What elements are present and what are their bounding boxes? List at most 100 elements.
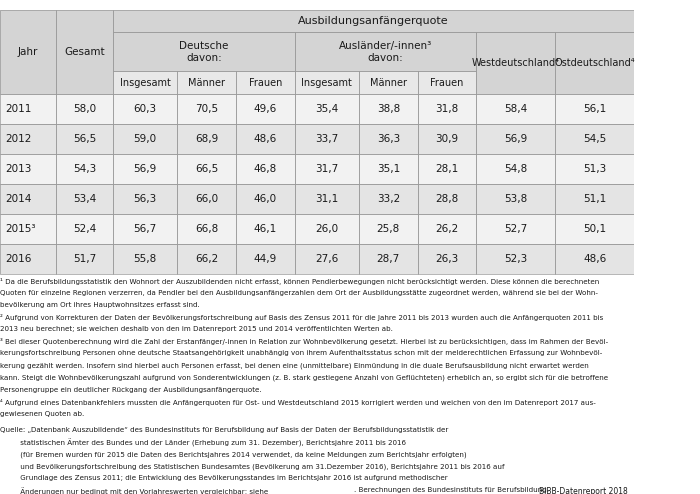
- Bar: [295, 184, 359, 214]
- Text: 2014: 2014: [5, 194, 32, 204]
- Text: statistischen Ämter des Bundes und der Länder (Erhebung zum 31. Dezember), Beric: statistischen Ämter des Bundes und der L…: [0, 439, 406, 447]
- Bar: [295, 124, 359, 154]
- Bar: [295, 32, 477, 71]
- Bar: [555, 184, 634, 214]
- Text: Deutsche
davon:: Deutsche davon:: [179, 41, 228, 63]
- Bar: [113, 124, 177, 154]
- Text: 46,1: 46,1: [253, 224, 277, 234]
- Bar: [418, 71, 477, 94]
- Text: 49,6: 49,6: [253, 104, 277, 114]
- Text: 52,7: 52,7: [504, 224, 528, 234]
- Bar: [359, 154, 418, 184]
- Text: Grundlage des Zensus 2011; die Entwicklung des Bevölkerungsstandes im Berichtsja: Grundlage des Zensus 2011; die Entwicklu…: [0, 475, 448, 481]
- Bar: [295, 71, 359, 94]
- Text: ² Aufgrund von Korrekturen der Daten der Bevölkerungsfortschreibung auf Basis de: ² Aufgrund von Korrekturen der Daten der…: [0, 314, 603, 321]
- Bar: [0, 154, 57, 184]
- Text: 33,2: 33,2: [377, 194, 400, 204]
- Bar: [477, 32, 555, 94]
- Text: 59,0: 59,0: [134, 134, 157, 144]
- Bar: [359, 214, 418, 244]
- Bar: [359, 124, 418, 154]
- Bar: [0, 94, 57, 124]
- Text: ³ Bei dieser Quotenberechnung wird die Zahl der Erstanfänger/-innen in Relation : ³ Bei dieser Quotenberechnung wird die Z…: [0, 338, 608, 345]
- Bar: [177, 244, 236, 274]
- Bar: [113, 32, 295, 71]
- Bar: [295, 154, 359, 184]
- Bar: [57, 184, 113, 214]
- Bar: [236, 214, 295, 244]
- Bar: [359, 244, 418, 274]
- Text: ¹ Da die Berufsbildungsstatistik den Wohnort der Auszubildenden nicht erfasst, k: ¹ Da die Berufsbildungsstatistik den Woh…: [0, 278, 599, 285]
- Bar: [57, 9, 113, 94]
- Text: 28,7: 28,7: [377, 254, 400, 264]
- Bar: [555, 124, 634, 154]
- Bar: [295, 184, 359, 214]
- Text: Insgesamt: Insgesamt: [302, 78, 352, 88]
- Text: 2015³: 2015³: [5, 224, 36, 234]
- Bar: [177, 184, 236, 214]
- Bar: [477, 32, 555, 94]
- Bar: [113, 9, 634, 32]
- Text: BIBB-Datenreport 2018: BIBB-Datenreport 2018: [539, 488, 628, 494]
- Text: 31,7: 31,7: [315, 164, 338, 174]
- Bar: [295, 244, 359, 274]
- Bar: [477, 184, 555, 214]
- Bar: [555, 154, 634, 184]
- Bar: [0, 214, 57, 244]
- Bar: [236, 184, 295, 214]
- Text: 68,9: 68,9: [195, 134, 218, 144]
- Bar: [57, 184, 113, 214]
- Text: ⁴ Aufgrund eines Datenbankfehlers mussten die Anfängerquoten für Ost- und Westde: ⁴ Aufgrund eines Datenbankfehlers musste…: [0, 399, 596, 406]
- Bar: [477, 244, 555, 274]
- Bar: [57, 124, 113, 154]
- Text: 56,3: 56,3: [134, 194, 157, 204]
- Bar: [359, 71, 418, 94]
- Bar: [555, 32, 634, 94]
- Text: und Bevölkerungsfortschreibung des Statistischen Bundesamtes (Bevölkerung am 31.: und Bevölkerungsfortschreibung des Stati…: [0, 463, 505, 470]
- Bar: [418, 71, 477, 94]
- Bar: [555, 154, 634, 184]
- Bar: [177, 94, 236, 124]
- Bar: [295, 214, 359, 244]
- Text: 56,9: 56,9: [134, 164, 157, 174]
- Bar: [113, 214, 177, 244]
- Bar: [236, 184, 295, 214]
- Text: bevölkerung am Ort ihres Hauptwohnsitzes erfasst sind.: bevölkerung am Ort ihres Hauptwohnsitzes…: [0, 302, 199, 308]
- Bar: [418, 154, 477, 184]
- Bar: [555, 94, 634, 124]
- Text: Ausbildungsanfängerquote: Ausbildungsanfängerquote: [298, 16, 449, 26]
- Text: 26,0: 26,0: [315, 224, 338, 234]
- Text: 44,9: 44,9: [253, 254, 277, 264]
- Text: Männer: Männer: [370, 78, 407, 88]
- Bar: [0, 94, 57, 124]
- Text: 56,1: 56,1: [583, 104, 606, 114]
- Bar: [418, 94, 477, 124]
- Bar: [555, 214, 634, 244]
- Bar: [0, 9, 57, 94]
- Text: 27,6: 27,6: [315, 254, 338, 264]
- Bar: [57, 154, 113, 184]
- Bar: [0, 154, 57, 184]
- Text: 48,6: 48,6: [583, 254, 606, 264]
- Bar: [57, 214, 113, 244]
- Text: 70,5: 70,5: [195, 104, 218, 114]
- Bar: [0, 184, 57, 214]
- Text: Ostdeutschland⁴: Ostdeutschland⁴: [554, 58, 635, 68]
- Text: 52,4: 52,4: [73, 224, 97, 234]
- Text: 30,9: 30,9: [435, 134, 458, 144]
- Bar: [57, 244, 113, 274]
- Bar: [236, 154, 295, 184]
- Bar: [359, 71, 418, 94]
- Bar: [418, 184, 477, 214]
- Bar: [236, 124, 295, 154]
- Bar: [236, 244, 295, 274]
- Bar: [295, 154, 359, 184]
- Bar: [555, 214, 634, 244]
- Bar: [113, 184, 177, 214]
- Text: 35,4: 35,4: [315, 104, 338, 114]
- Bar: [57, 94, 113, 124]
- Bar: [477, 244, 555, 274]
- Text: Gesamt: Gesamt: [64, 47, 105, 57]
- Text: . Berechnungen des Bundesinstituts für Berufsbildung.: . Berechnungen des Bundesinstituts für B…: [354, 488, 549, 494]
- Bar: [418, 244, 477, 274]
